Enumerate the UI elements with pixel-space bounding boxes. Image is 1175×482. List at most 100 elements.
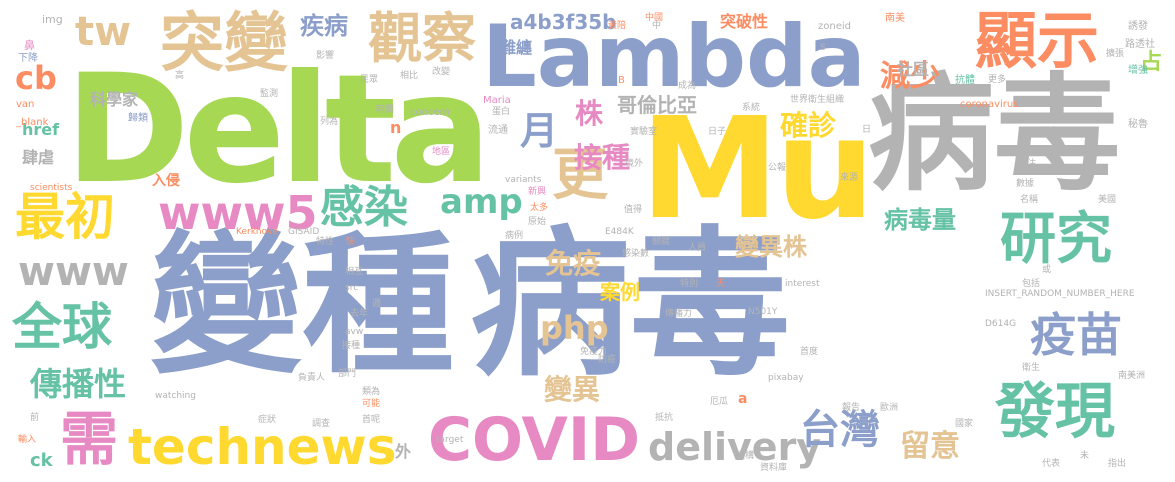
word-kexuejia: 科學家: [90, 92, 138, 108]
word-ck: ck: [30, 452, 53, 470]
word-guanjian: 關鍵: [652, 238, 670, 247]
word-zhou: 週: [372, 300, 381, 309]
word-bianhua: 變化: [1040, 128, 1060, 138]
word-shijie: 世界衛生組織: [790, 96, 844, 105]
word-guancha: 觀察: [368, 12, 476, 66]
word-n501y: N501Y: [748, 308, 777, 317]
word-bingli: 病例: [505, 232, 523, 241]
word-coronavirus: coronavirus: [960, 100, 1018, 110]
word-ouzhou: 歐洲: [880, 404, 898, 413]
word-delivery: delivery: [648, 428, 821, 466]
word-gui: 歸類: [128, 114, 148, 124]
word-di: 地區: [432, 148, 450, 157]
word-shuru: 輸入: [18, 436, 36, 445]
word-fuzeren: 負責人: [298, 374, 325, 383]
word-maria: Maria: [483, 96, 511, 106]
word-tuchan: 突變: [160, 12, 288, 76]
word-bianyizhu: 變異株: [735, 235, 807, 259]
word-minzhong: 民眾: [360, 76, 378, 85]
word-ruqin: 入侵: [152, 174, 180, 188]
word-texing: 特性: [316, 238, 334, 247]
word-ziliaoku: 資料庫: [760, 464, 787, 473]
word-fangyi: 防疫: [598, 356, 616, 365]
word-shequ: 社區: [897, 62, 929, 78]
word-yimiao: 疫苗: [1030, 312, 1122, 358]
word-amp: amp: [440, 185, 523, 219]
word-miqui: 秘魯: [1128, 120, 1148, 130]
word-kuai: 快: [346, 238, 355, 247]
word-liutong: 流通: [488, 126, 508, 136]
word-variants: variants: [505, 176, 541, 185]
word-zhongzhi: 中: [652, 22, 661, 31]
word-kenong: 可能: [362, 400, 380, 409]
word-gao: 高: [175, 72, 184, 81]
word-kangti: 抗體: [955, 76, 975, 86]
word-jiuyu: 擴張: [1106, 50, 1124, 59]
word-ri: 日: [862, 126, 871, 135]
word-guojia: 國家: [955, 420, 973, 429]
word-jingwai: 境外: [625, 160, 643, 169]
word-shiyanshi: 實驗室: [630, 128, 657, 137]
word-xiangbi: 相比: [400, 72, 418, 81]
word-target: target: [436, 436, 463, 445]
word-taiduo: 太多: [530, 204, 548, 213]
word-nanmei: 南美: [885, 14, 905, 24]
word-jiezhong2: 接種: [342, 342, 360, 351]
word-wei: 未: [1080, 452, 1089, 461]
word-technews: technews: [128, 422, 397, 472]
word-ganranshu: 感染數: [622, 250, 649, 259]
word-meiguo: 美國: [1098, 196, 1116, 205]
word-concern: concern: [410, 108, 450, 118]
word-luxun: 路透社: [1125, 40, 1155, 50]
word-weisheng: 衛生: [1022, 364, 1040, 373]
word-qian: 前: [30, 414, 39, 423]
word-zuichu: 最初: [15, 192, 115, 242]
word-zhide: 值得: [624, 206, 642, 215]
word-xianshi: 顯示: [975, 10, 1099, 72]
word-chengyu: 成為: [678, 82, 696, 91]
word-jiezhong: 接種: [574, 144, 630, 172]
word-yanjiu: 研究: [1000, 212, 1112, 268]
word-pixabay: pixabay: [768, 374, 804, 383]
word-leiwei: 類為: [362, 388, 380, 397]
word-tian: 天: [716, 280, 725, 289]
word-liewei: 列為: [320, 118, 338, 127]
word-ganran: 感染: [320, 186, 408, 230]
word-rizi: 日子: [708, 128, 726, 137]
word-yuanshi: 原始: [528, 218, 546, 227]
word-baogao: 報告: [842, 404, 860, 413]
word-xiangu: 黃陪: [608, 22, 626, 31]
word-gisaid: GISAID: [288, 228, 319, 237]
word-gongzhi: 公報: [768, 164, 786, 173]
word-kerkhove: Kerkhove: [236, 228, 278, 237]
word-zhu: 株: [575, 100, 603, 128]
word-xianghu: 相互: [345, 268, 363, 277]
word-bumen: 部門: [338, 370, 356, 379]
word-xitong: 系統: [742, 104, 760, 113]
word-shouci: 首呢: [362, 416, 380, 425]
word-zoneid: zoneid: [818, 22, 851, 32]
word-daibiao: 代表: [1042, 460, 1060, 469]
word-shuju: 數據: [1016, 180, 1034, 189]
word-img: img: [42, 14, 63, 25]
word-bingduliang: 病毒量: [884, 208, 956, 232]
word-e484k: E484K: [605, 228, 634, 237]
word-bianzhong: 變種: [150, 230, 454, 382]
word-quanqiu: 全球: [12, 302, 112, 352]
word-n: n: [390, 120, 401, 136]
word-huo: 或: [1042, 266, 1051, 275]
word-shidu: 首度: [800, 348, 818, 357]
word-blank: _blank: [16, 118, 48, 128]
word-jibing: 疾病: [300, 14, 348, 38]
word-gaibian: 改變: [432, 68, 450, 77]
word-xiafang: 下降: [18, 54, 38, 64]
word-yue: 月: [520, 112, 558, 150]
word-shijian: 時間: [376, 106, 394, 115]
word-liuyi: 留意: [900, 432, 960, 462]
word-watching: watching: [155, 392, 196, 401]
word-mingcheng: 名稱: [1020, 196, 1038, 205]
word-src: src: [345, 284, 358, 293]
word-laiyuan: 來源: [840, 174, 858, 183]
word-zhengzhuang: 症狀: [258, 416, 276, 425]
